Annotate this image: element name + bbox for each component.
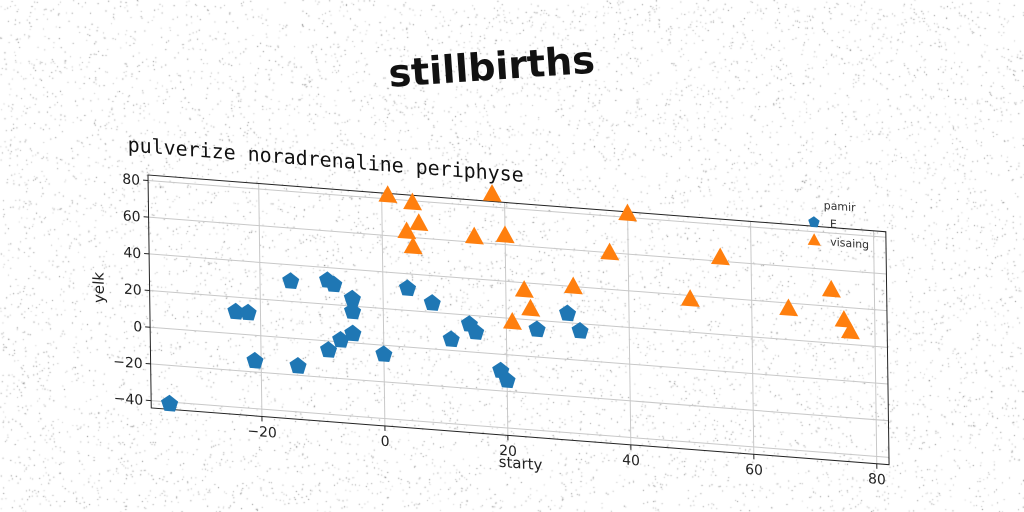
- x-tick-label: −20: [247, 423, 277, 441]
- y-grid-line: [148, 180, 886, 238]
- point-e: [528, 320, 546, 338]
- x-grid-line: [258, 183, 263, 417]
- point-visaing: [378, 185, 398, 204]
- point-e: [332, 331, 350, 348]
- point-visaing: [600, 242, 620, 261]
- point-visaing: [840, 321, 860, 340]
- point-e: [423, 294, 441, 311]
- point-e: [571, 321, 589, 339]
- y-grid-line: [148, 216, 887, 275]
- x-tick-label: 40: [622, 452, 640, 469]
- y-grid-line: [149, 290, 888, 348]
- point-e: [343, 289, 361, 307]
- x-grid-line: [627, 211, 632, 445]
- x-tick-label: 60: [745, 462, 763, 479]
- x-tick-label: 80: [868, 471, 886, 488]
- x-grid-line: [381, 192, 386, 426]
- chart-title: pulverize noradrenaline periphyse: [127, 132, 523, 187]
- y-tick-label: 60: [123, 208, 141, 225]
- point-e: [375, 345, 393, 363]
- point-e: [325, 275, 343, 293]
- point-e: [398, 279, 417, 297]
- y-grid-line: [150, 363, 889, 422]
- point-visaing: [503, 312, 522, 330]
- x-axis-label: starty: [499, 453, 543, 474]
- y-tick-label: 20: [124, 282, 142, 299]
- data-marks: [161, 184, 860, 412]
- point-visaing: [495, 225, 515, 244]
- point-e: [344, 324, 362, 342]
- point-visaing: [680, 289, 700, 307]
- y-axis-label: yelk: [90, 271, 108, 304]
- point-visaing: [834, 310, 854, 328]
- point-visaing: [618, 203, 638, 222]
- y-grid-line: [151, 400, 889, 458]
- point-e: [246, 351, 264, 369]
- point-visaing: [403, 236, 423, 255]
- point-e: [559, 304, 577, 322]
- x-grid-line: [873, 230, 878, 464]
- plot-frame: [147, 174, 890, 466]
- legend-title: pamir: [824, 199, 857, 215]
- point-e: [343, 302, 362, 320]
- point-visaing: [409, 213, 429, 232]
- point-visaing: [403, 192, 423, 211]
- point-visaing: [482, 184, 502, 202]
- point-e: [282, 272, 300, 289]
- point-visaing: [710, 247, 730, 266]
- y-tick-label: 0: [133, 319, 142, 336]
- point-visaing: [821, 279, 841, 298]
- point-e: [239, 303, 257, 321]
- point-e: [161, 394, 179, 412]
- y-tick-label: −20: [113, 354, 143, 372]
- legend-label: visaing: [830, 236, 869, 252]
- point-e: [467, 323, 485, 340]
- y-grid-line: [150, 326, 888, 385]
- point-e: [227, 302, 245, 320]
- point-e: [498, 371, 516, 389]
- point-visaing: [397, 221, 417, 240]
- grid-lines: [148, 180, 889, 464]
- legend-marker: [808, 216, 820, 228]
- y-grid-line: [149, 253, 887, 312]
- x-grid-line: [750, 221, 755, 455]
- point-visaing: [563, 276, 583, 295]
- y-tick-label: 80: [122, 172, 140, 189]
- point-visaing: [514, 280, 534, 298]
- point-e: [320, 341, 338, 358]
- x-tick-label: 20: [499, 443, 517, 460]
- x-tick-label: 0: [381, 434, 390, 451]
- point-visaing: [464, 226, 484, 245]
- axis-ticks: −20 0 20 40 60 80 −40 −20 0 20 40 60 80: [113, 172, 886, 489]
- point-e: [442, 330, 460, 348]
- y-tick-label: 40: [123, 245, 141, 262]
- point-visaing: [521, 298, 541, 317]
- y-tick-label: −40: [114, 391, 144, 409]
- point-e: [289, 357, 307, 374]
- point-visaing: [779, 298, 799, 317]
- legend-marker: [807, 233, 821, 246]
- legend-label: E: [830, 217, 837, 231]
